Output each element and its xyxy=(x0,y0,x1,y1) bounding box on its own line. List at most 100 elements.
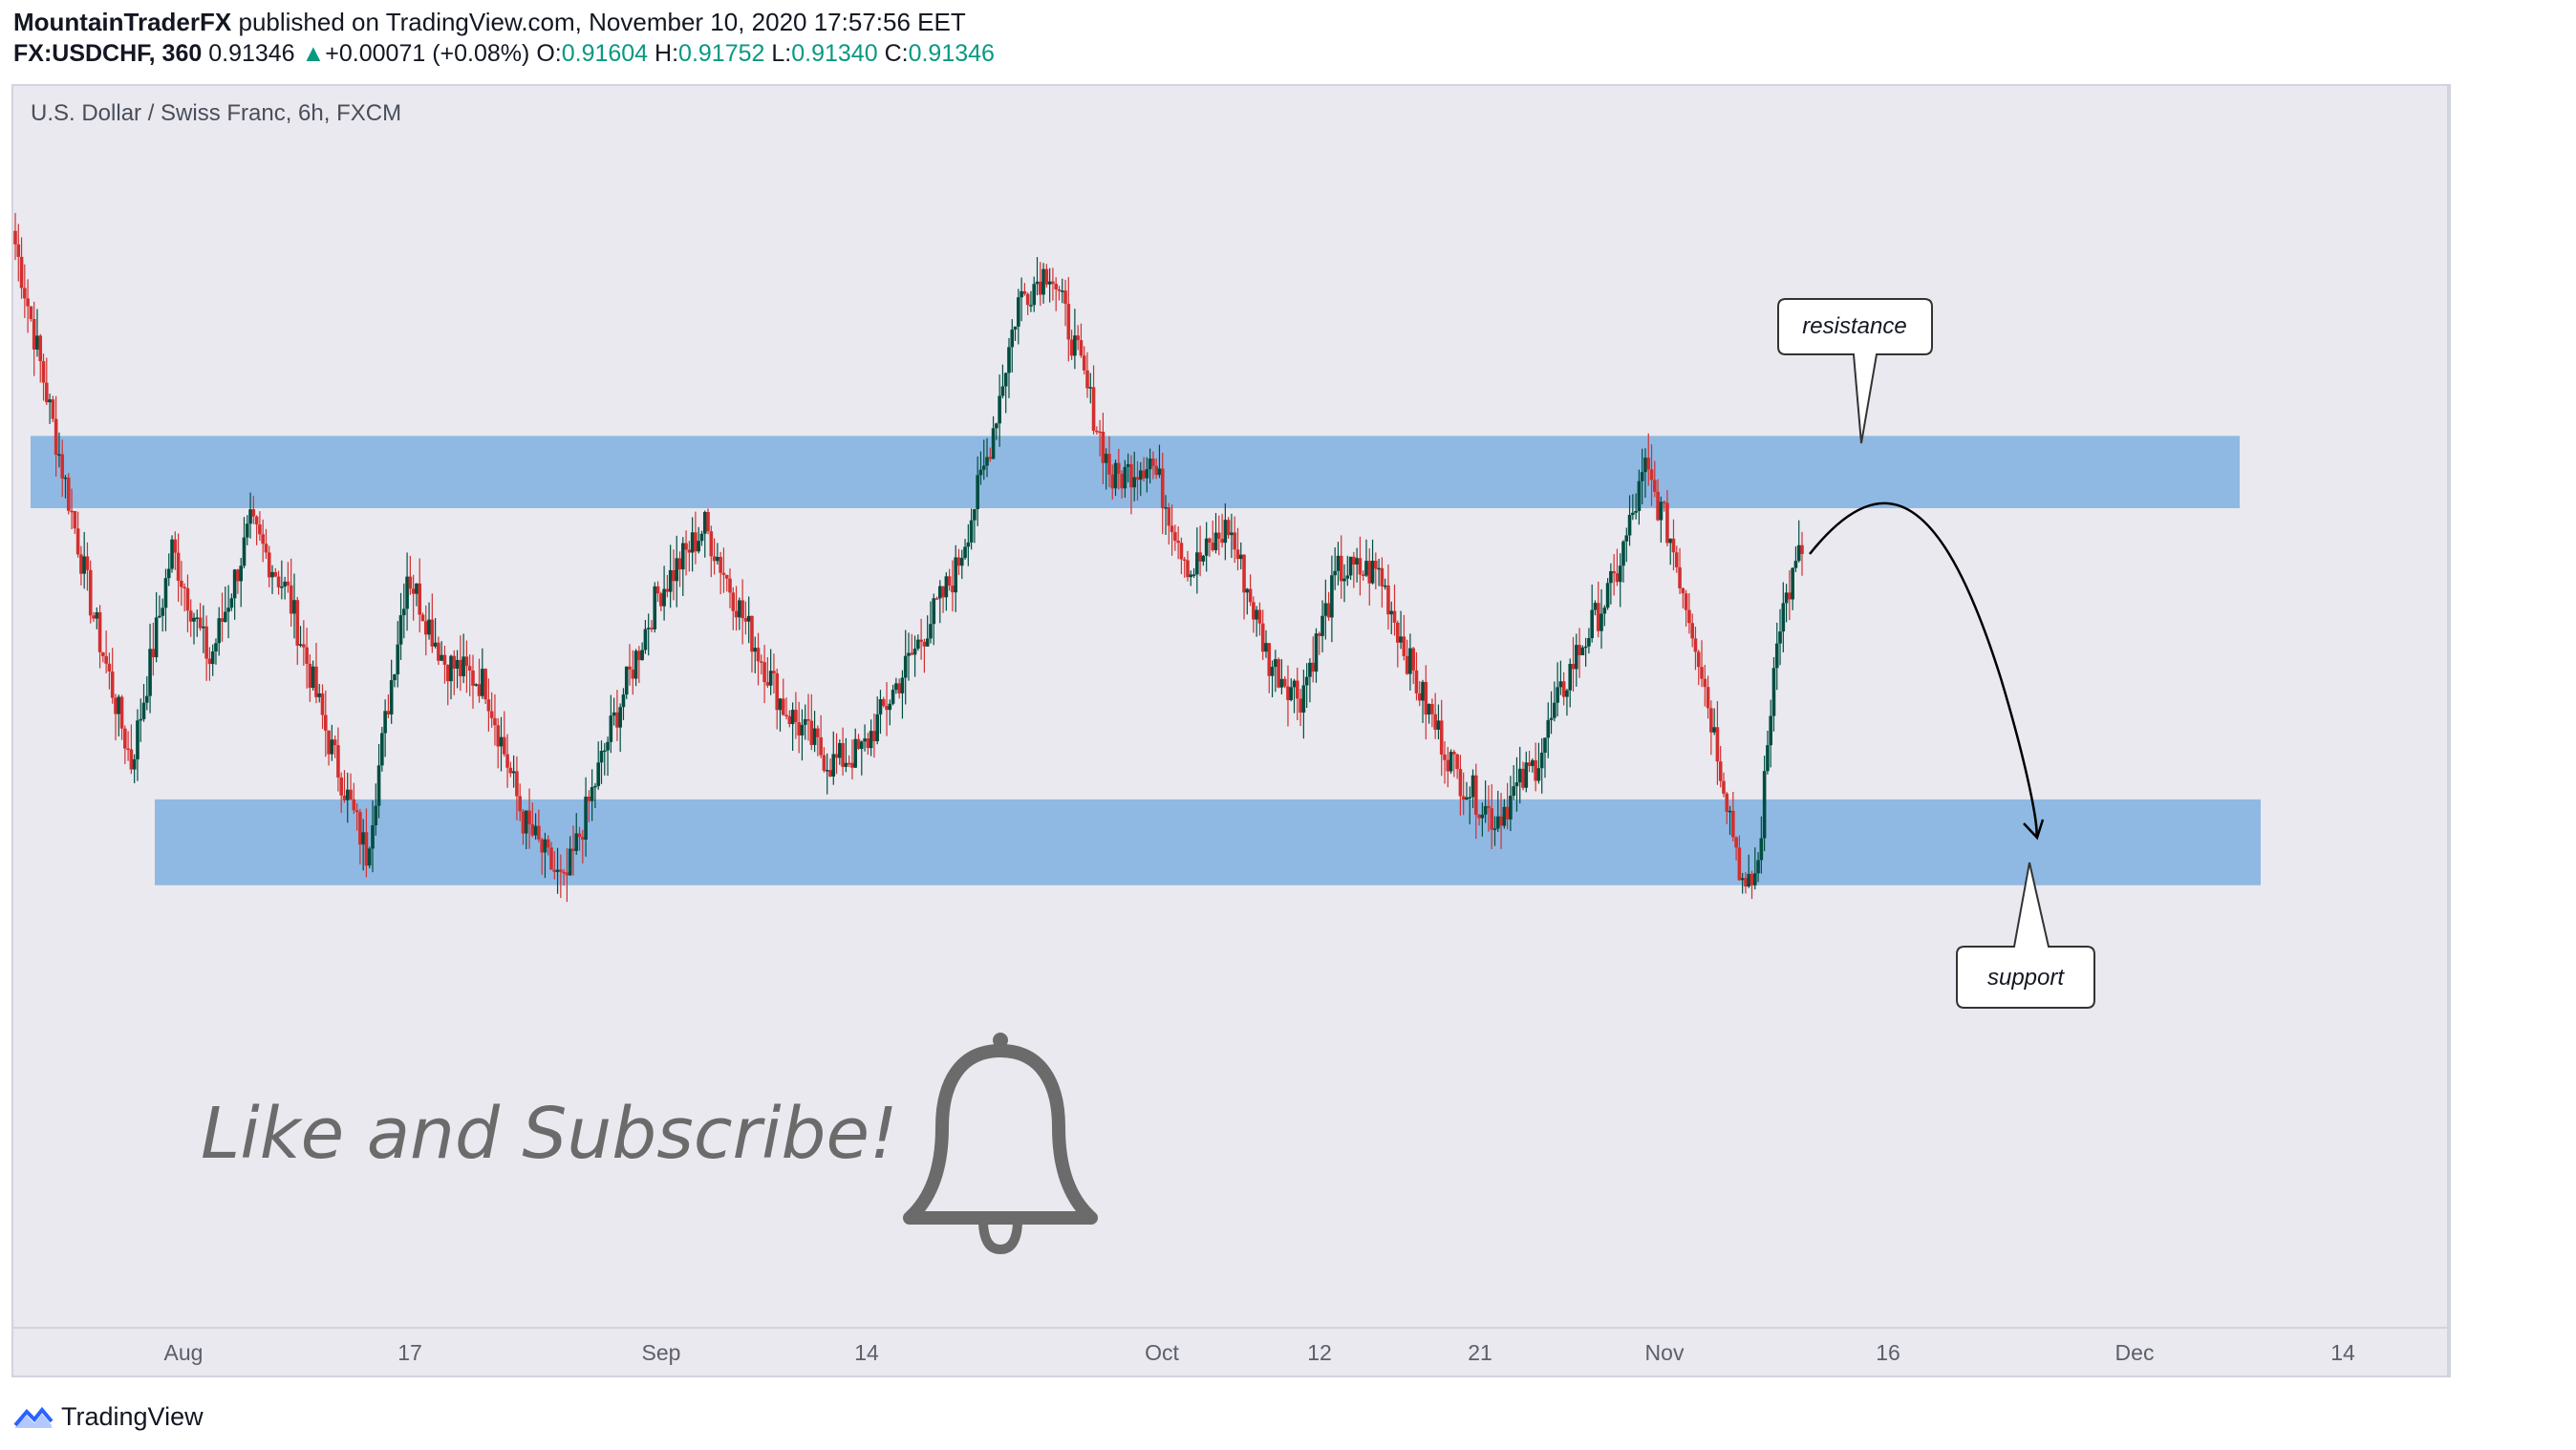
candle-body xyxy=(533,825,538,836)
candle xyxy=(1424,665,1428,740)
candle xyxy=(888,699,892,726)
candle xyxy=(885,682,889,736)
candle-body xyxy=(1308,662,1312,677)
candle-body xyxy=(1017,297,1020,327)
candle xyxy=(1252,596,1256,633)
candle-body xyxy=(126,748,130,751)
candle xyxy=(966,523,971,566)
price-pane[interactable] xyxy=(13,86,2449,1375)
candle xyxy=(869,719,873,757)
candle-body xyxy=(1578,645,1581,656)
candle xyxy=(51,395,55,422)
candle xyxy=(467,654,472,697)
candle xyxy=(831,731,836,785)
candle-body xyxy=(659,593,663,607)
candle-body xyxy=(239,565,244,582)
candle xyxy=(637,646,641,684)
chart-svg[interactable]: CHF0.935000.930000.925000.920000.915000.… xyxy=(13,86,2449,1375)
candle xyxy=(358,808,362,865)
candle xyxy=(477,658,482,703)
candle xyxy=(101,651,105,663)
candle xyxy=(738,597,741,630)
candle-body xyxy=(1091,387,1096,431)
candle xyxy=(1430,698,1434,728)
candle xyxy=(433,617,438,649)
candle xyxy=(188,599,193,637)
candle-body xyxy=(1345,575,1350,579)
candle-body xyxy=(1784,592,1789,604)
low-value: 0.91340 xyxy=(791,40,878,67)
author-name[interactable]: MountainTraderFX xyxy=(13,8,232,36)
candle xyxy=(1160,452,1165,535)
candle xyxy=(41,353,46,401)
candle xyxy=(386,694,391,718)
candle xyxy=(1599,588,1603,650)
candle-body xyxy=(166,568,171,579)
candle xyxy=(1536,742,1541,784)
candle-body xyxy=(719,556,722,573)
candle-body xyxy=(1514,782,1519,787)
x-tick-label: 14 xyxy=(854,1340,879,1365)
candle xyxy=(1771,656,1776,732)
candle-body xyxy=(1145,469,1149,479)
candle-body xyxy=(741,600,744,619)
candle xyxy=(760,654,763,675)
candle xyxy=(459,635,462,692)
candles-group xyxy=(13,212,1804,903)
candle xyxy=(1477,814,1481,826)
candle xyxy=(1264,629,1268,658)
candle-body xyxy=(1517,768,1522,783)
candle xyxy=(1051,267,1055,301)
candle xyxy=(286,562,290,593)
candle-body xyxy=(1646,458,1651,470)
candle xyxy=(712,538,717,575)
candle-body xyxy=(141,702,146,719)
candle xyxy=(220,592,225,642)
candle-body xyxy=(289,585,293,614)
candle-body xyxy=(750,615,754,652)
candle-body xyxy=(1534,759,1537,781)
candle xyxy=(959,549,964,580)
candle xyxy=(311,660,315,691)
candle-body xyxy=(1025,293,1030,306)
candle xyxy=(192,612,196,645)
candle-body xyxy=(515,771,519,797)
tradingview-brand[interactable]: TradingView xyxy=(61,1401,204,1431)
candle xyxy=(1693,627,1698,671)
candle-body xyxy=(1129,463,1133,488)
candle-body xyxy=(1596,603,1600,631)
candle-body xyxy=(1323,603,1328,616)
candle-body xyxy=(1311,662,1316,672)
candle-body xyxy=(496,725,501,747)
candle-body xyxy=(1007,347,1011,373)
candle xyxy=(731,586,736,630)
candle xyxy=(675,535,679,608)
candle-body xyxy=(342,795,347,800)
candle xyxy=(1659,496,1664,544)
support-zone[interactable] xyxy=(155,799,2261,885)
support-callout[interactable]: support xyxy=(1956,862,2095,1009)
candle xyxy=(919,618,923,660)
candle xyxy=(1793,545,1798,572)
candle xyxy=(1282,675,1287,689)
candle xyxy=(48,394,52,424)
candle-body xyxy=(1470,775,1475,798)
candle xyxy=(609,694,613,754)
candle xyxy=(1774,622,1779,691)
candle xyxy=(1750,870,1754,900)
candle-body xyxy=(546,839,550,848)
candle-body xyxy=(1113,462,1118,489)
symbol-label[interactable]: FX:USDCHF, 360 xyxy=(13,40,203,67)
support-label: support xyxy=(1987,965,2065,991)
candle-body xyxy=(79,554,83,574)
candle xyxy=(1336,542,1341,586)
candle-body xyxy=(530,823,535,836)
candle-body xyxy=(621,694,626,708)
candle-body xyxy=(1631,512,1635,516)
candle-body xyxy=(1615,573,1620,583)
candle xyxy=(1662,501,1666,512)
resistance-callout[interactable]: resistance xyxy=(1777,298,1933,444)
candle-body xyxy=(584,797,588,840)
candle xyxy=(339,772,343,814)
resistance-zone[interactable] xyxy=(31,436,2240,508)
